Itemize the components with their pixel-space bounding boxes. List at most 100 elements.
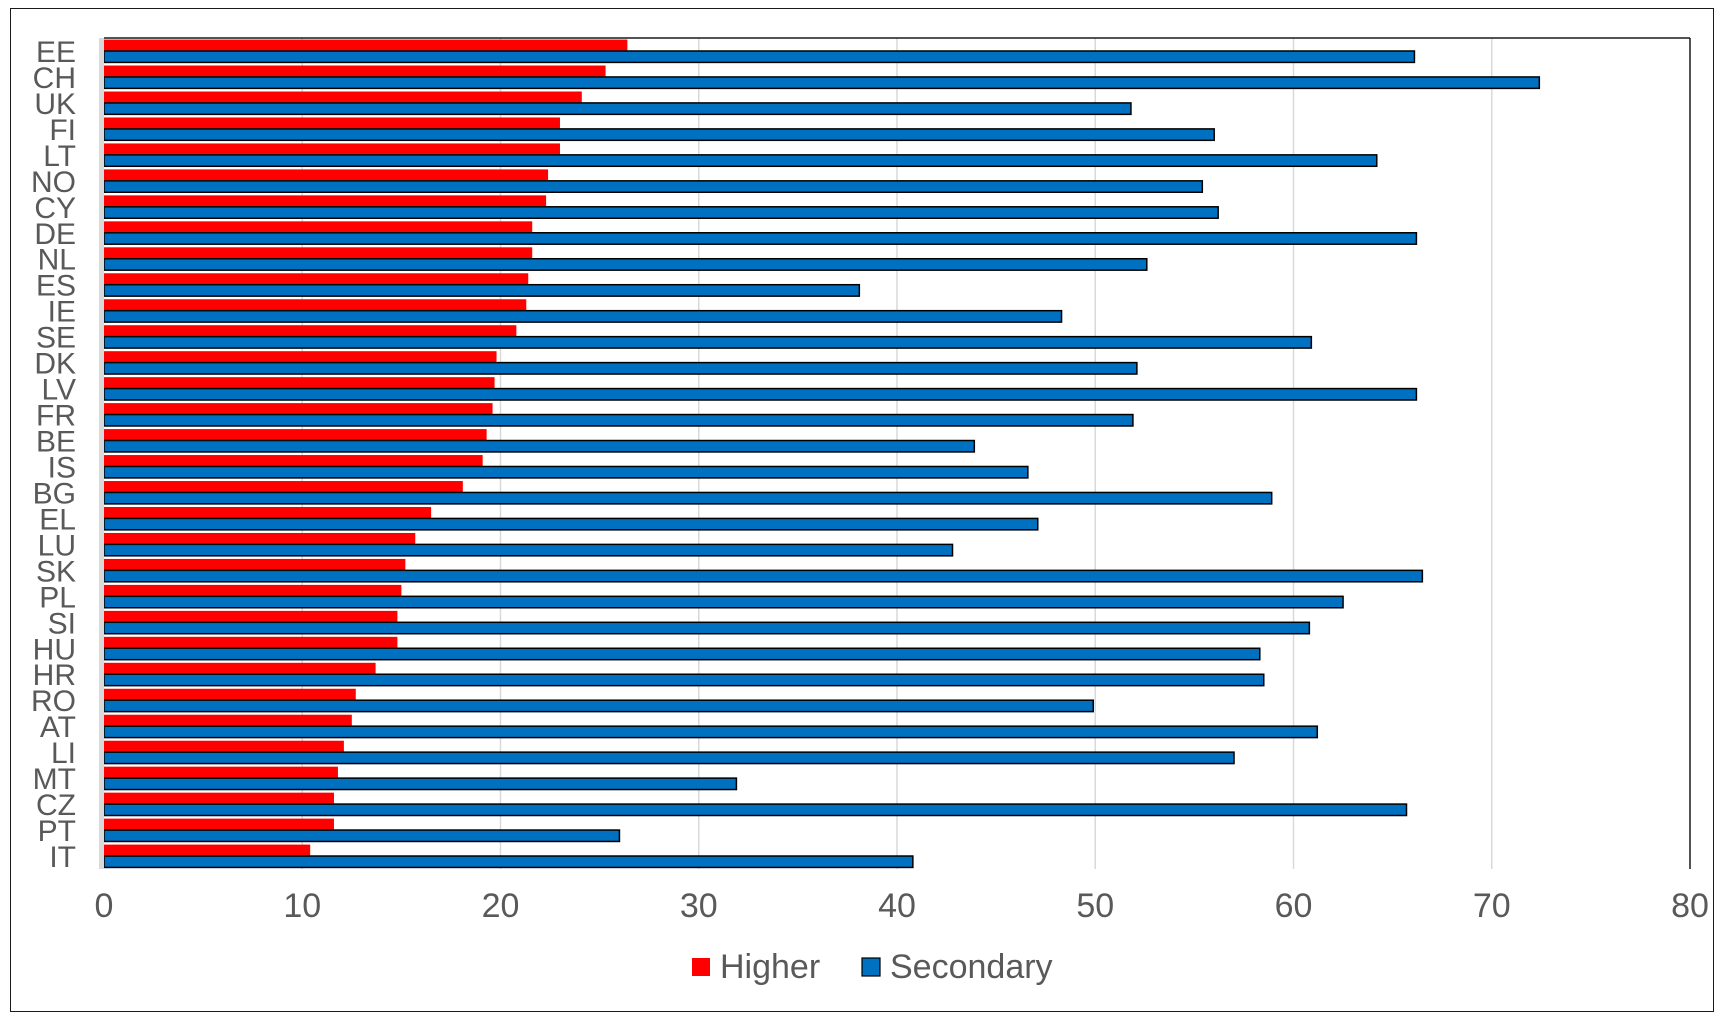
bar-higher-fi (104, 117, 560, 129)
category-label: UK (34, 88, 76, 121)
bar-higher-ie (104, 299, 527, 311)
bars (103, 39, 1541, 869)
axis-labels: 0 10 20 30 40 50 60 70 80EECHUKFILTNOCYDENLESIES… (31, 36, 1709, 925)
category-label: LT (43, 140, 76, 173)
bar-secondary-be (103, 439, 976, 453)
category-label: LV (42, 374, 76, 407)
category-label: EE (36, 36, 76, 69)
category-label: CZ (36, 789, 76, 822)
bar-higher-it (104, 844, 311, 857)
category-label: BE (36, 426, 76, 459)
bar-secondary-ie (103, 309, 1063, 323)
category-label: IS (48, 451, 76, 484)
category-label: IT (49, 841, 76, 874)
category-label: IE (48, 296, 76, 329)
category-label: BG (33, 477, 76, 510)
x-tick-label: 10 (283, 887, 321, 925)
bar-higher-es (104, 273, 529, 285)
category-label: PT (38, 815, 76, 848)
bar-secondary-nl (103, 257, 1148, 271)
bar-secondary-hr (103, 673, 1265, 687)
category-label: DE (34, 218, 76, 251)
bar-secondary-li (103, 751, 1235, 765)
bar-secondary-bg (103, 491, 1273, 505)
bar-secondary-de (103, 232, 1418, 245)
category-label: RO (31, 685, 76, 718)
category-label: LU (38, 529, 76, 562)
bar-higher-no (104, 169, 549, 181)
x-tick-label: 40 (878, 887, 916, 925)
category-label: EL (39, 503, 76, 536)
category-label: DK (34, 348, 76, 381)
bar-higher-is (104, 455, 483, 467)
bar-secondary-pt (103, 829, 621, 843)
bar-secondary-cz (103, 803, 1408, 817)
bar-secondary-fr (103, 413, 1134, 427)
category-label: ES (36, 270, 76, 303)
bar-higher-be (104, 429, 487, 441)
bar-secondary-at (103, 725, 1319, 739)
x-tick-label: 70 (1473, 887, 1511, 925)
bar-higher-at (104, 714, 352, 727)
bar-secondary-hu (103, 647, 1261, 661)
bar-higher-el (104, 506, 432, 519)
bar-higher-uk (104, 91, 582, 103)
legend-label-higher: Higher (720, 948, 820, 986)
x-tick-label: 60 (1275, 887, 1313, 925)
bar-higher-fr (104, 403, 493, 415)
category-label: SK (36, 555, 76, 588)
bar-higher-pt (104, 818, 334, 831)
bar-higher-bg (104, 481, 463, 493)
bar-higher-dk (104, 351, 497, 363)
bar-secondary-uk (103, 102, 1132, 116)
bar-secondary-mt (103, 777, 738, 791)
category-label: HU (33, 633, 76, 666)
y-axis-line (99, 38, 104, 869)
bar-higher-se (104, 325, 517, 337)
bar-secondary-cy (103, 206, 1219, 219)
bar-secondary-lt (103, 154, 1378, 168)
bar-higher-lt (104, 143, 560, 155)
bar-secondary-lv (103, 387, 1418, 401)
category-label: LI (51, 737, 76, 770)
legend-swatch-secondary (861, 957, 881, 977)
x-tick-label: 30 (680, 887, 718, 925)
bar-secondary-it (103, 855, 914, 869)
bar-secondary-fi (103, 128, 1215, 142)
category-label: NL (38, 244, 76, 277)
category-label: HR (33, 659, 76, 692)
category-label: CY (34, 192, 76, 225)
bar-higher-nl (104, 247, 533, 259)
bar-higher-ro (104, 688, 356, 701)
bar-higher-li (104, 740, 344, 753)
bar-higher-sk (104, 558, 406, 571)
bar-higher-de (104, 221, 533, 233)
bar-secondary-si (103, 621, 1311, 635)
x-tick-label: 20 (482, 887, 520, 925)
category-label: FR (36, 400, 76, 433)
category-label: SI (48, 607, 76, 640)
bar-secondary-ro (103, 699, 1095, 713)
category-label: MT (33, 763, 76, 796)
bar-higher-si (104, 610, 398, 623)
legend: Higher Secondary (692, 948, 1053, 986)
bar-higher-lv (104, 377, 495, 389)
x-tick-label: 0 (95, 887, 114, 925)
bar-higher-pl (104, 584, 402, 597)
x-tick-label: 50 (1076, 887, 1114, 925)
bar-secondary-pl (103, 595, 1344, 609)
bar-higher-cy (104, 195, 547, 207)
bar-higher-mt (104, 766, 338, 779)
category-label: AT (40, 711, 76, 744)
bar-higher-ch (104, 65, 606, 77)
bar-secondary-ch (103, 76, 1541, 90)
bar-secondary-es (103, 283, 861, 297)
legend-swatch-higher (692, 958, 710, 976)
bar-higher-ee (104, 39, 628, 51)
x-tick-label: 80 (1671, 887, 1709, 925)
bar-secondary-no (103, 180, 1204, 194)
category-label: PL (39, 581, 76, 614)
bar-secondary-dk (103, 361, 1138, 375)
category-label: SE (36, 322, 76, 355)
